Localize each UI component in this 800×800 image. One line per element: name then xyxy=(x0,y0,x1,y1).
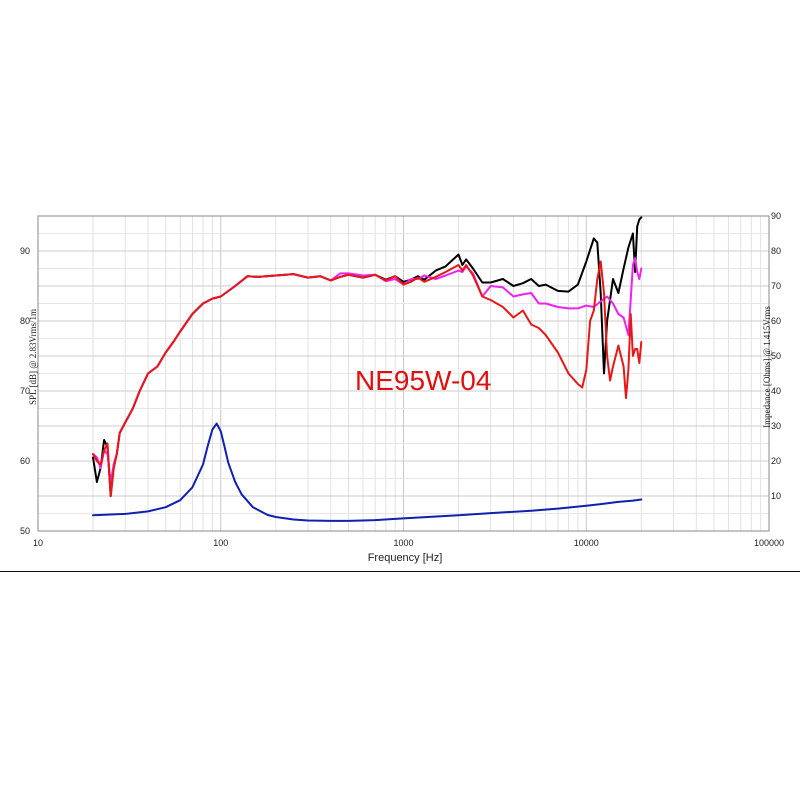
series-layer xyxy=(92,216,643,522)
left-y-tick-label: 50 xyxy=(20,526,30,536)
x-axis-label: Frequency [Hz] xyxy=(368,552,443,564)
left-y-tick-label: 80 xyxy=(20,316,30,326)
right-y-tick-label: 10 xyxy=(771,491,781,501)
series-line-3 xyxy=(92,260,643,497)
left-y-tick-label: 70 xyxy=(20,386,30,396)
left-y-tick-label: 60 xyxy=(20,456,30,466)
tick-labels: 10 100 1000 10000 100000 50 60 70 80 90 10 20 30 40 50… xyxy=(20,211,784,548)
right-y-tick-label: 90 xyxy=(771,211,781,221)
right-y-tick-label: 80 xyxy=(771,246,781,256)
right-y-tick-label: 70 xyxy=(771,281,781,291)
x-tick-label: 10000 xyxy=(574,538,599,548)
x-tick-label: 100000 xyxy=(754,538,784,548)
right-y-tick-label: 40 xyxy=(771,386,781,396)
right-y-tick-label: 20 xyxy=(771,456,781,466)
series-line-4 xyxy=(92,422,643,522)
bottom-divider-line xyxy=(0,571,800,572)
model-annotation: NE95W-04 xyxy=(355,365,491,396)
left-y-tick-label: 90 xyxy=(20,246,30,256)
grid xyxy=(37,215,769,532)
x-tick-label: 10 xyxy=(33,538,43,548)
right-y-tick-label: 60 xyxy=(771,316,781,326)
plot-frame xyxy=(37,215,770,532)
right-y-tick-label: 30 xyxy=(771,421,781,431)
x-tick-label: 100 xyxy=(213,538,228,548)
left-y-axis-label: SPL [dB] @ 2.83Vrms/1m xyxy=(28,309,38,405)
x-tick-label: 1000 xyxy=(393,538,413,548)
right-y-tick-label: 50 xyxy=(771,351,781,361)
right-y-axis-label: Impedance [Ohms] @ 1.415Vrms xyxy=(762,306,772,428)
